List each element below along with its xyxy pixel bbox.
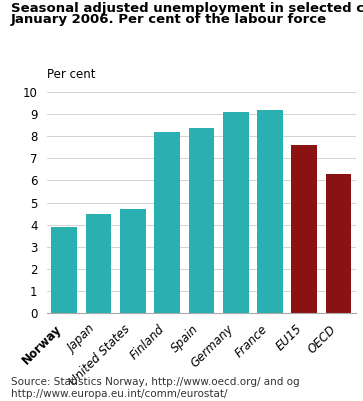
Bar bbox=[223, 112, 249, 313]
Text: Seasonal adjusted unemployment in selected countries,: Seasonal adjusted unemployment in select… bbox=[11, 2, 363, 15]
Bar bbox=[189, 128, 214, 313]
Bar bbox=[326, 174, 351, 313]
Bar bbox=[291, 145, 317, 313]
Bar bbox=[154, 132, 180, 313]
Text: Source: Statistics Norway, http://www.oecd.org/ and og
http://www.europa.eu.int/: Source: Statistics Norway, http://www.oe… bbox=[11, 377, 299, 399]
Text: January 2006. Per cent of the labour force: January 2006. Per cent of the labour for… bbox=[11, 13, 327, 26]
Bar bbox=[86, 213, 111, 313]
Bar bbox=[52, 227, 77, 313]
Text: Per cent: Per cent bbox=[47, 68, 96, 81]
Bar bbox=[257, 110, 283, 313]
Bar bbox=[120, 209, 146, 313]
